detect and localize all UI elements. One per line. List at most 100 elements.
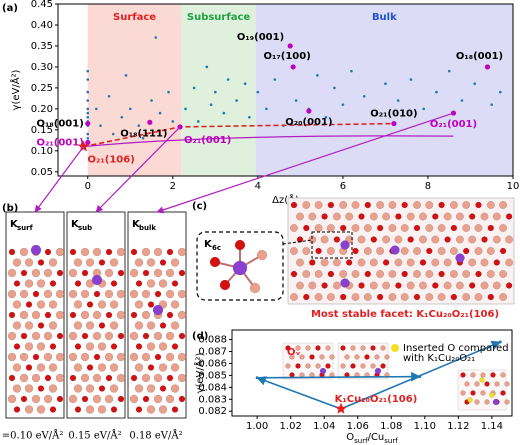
- atom: [431, 258, 440, 267]
- atom: [80, 310, 90, 320]
- atom: [147, 364, 155, 371]
- atom: [74, 406, 82, 413]
- atom: [177, 310, 187, 320]
- atom: [68, 289, 78, 299]
- atom: [302, 269, 311, 279]
- atom: [48, 321, 58, 330]
- atom: [351, 269, 360, 279]
- atom: [314, 200, 323, 210]
- atom: [370, 363, 376, 369]
- star-label: O₂₁(106): [88, 155, 135, 166]
- atom: [492, 212, 501, 221]
- data-point: [235, 99, 238, 102]
- atom: [24, 321, 34, 330]
- atom: [479, 377, 485, 383]
- atom: [129, 331, 139, 341]
- atom: [382, 259, 390, 266]
- atom: [159, 385, 167, 392]
- atom: [69, 374, 77, 382]
- atom: [141, 247, 151, 257]
- atom: [332, 281, 341, 290]
- legend-text: Inserted O compared: [403, 343, 509, 354]
- atom: [494, 381, 500, 387]
- atom: [48, 384, 58, 393]
- transition-arrow: [257, 371, 421, 382]
- atom: [390, 245, 400, 255]
- atom: [480, 372, 486, 378]
- atom: [165, 394, 175, 404]
- atom: [31, 268, 41, 278]
- atom: [134, 258, 144, 267]
- data-point: [294, 99, 298, 102]
- atom: [104, 331, 114, 341]
- panel-label: (b): [2, 203, 18, 214]
- subscript: sub: [78, 224, 92, 232]
- subscript: surf: [384, 437, 398, 445]
- atom: [309, 259, 316, 266]
- atom: [130, 311, 138, 319]
- atom: [351, 292, 360, 302]
- atom: [19, 352, 29, 362]
- atom: [134, 363, 144, 372]
- data-point: [375, 111, 379, 115]
- atom: [464, 381, 470, 387]
- atom: [443, 281, 452, 290]
- atom: [486, 246, 495, 256]
- atom: [487, 293, 495, 301]
- atom: [480, 281, 489, 290]
- highlight-label: O₁₈(111): [120, 128, 167, 139]
- x-tick-label: 4: [255, 181, 261, 192]
- atom: [37, 259, 45, 266]
- atom: [43, 394, 53, 404]
- atom: [97, 405, 107, 414]
- data-point: [158, 111, 162, 115]
- highlight-label: O₁₇(100): [264, 51, 311, 62]
- x-tick-label: 1.06: [347, 421, 369, 432]
- data-point: [205, 65, 209, 69]
- data-point: [460, 99, 464, 102]
- atom: [36, 363, 46, 372]
- atom: [490, 372, 496, 378]
- atom: [146, 321, 156, 330]
- atom: [345, 259, 353, 266]
- transition-arrow: [256, 376, 342, 410]
- data-point: [184, 107, 187, 111]
- atom: [357, 235, 366, 244]
- data-point: [86, 78, 90, 81]
- atom: [177, 352, 187, 362]
- slab-label: K: [71, 219, 80, 230]
- atom: [110, 406, 118, 413]
- atom: [135, 406, 143, 413]
- atom: [165, 352, 175, 362]
- atom: [74, 280, 82, 287]
- x-tick-label: 1.08: [380, 421, 402, 432]
- atom: [85, 405, 95, 414]
- atom: [418, 281, 428, 290]
- data-point: [209, 103, 213, 106]
- atom: [129, 394, 139, 404]
- data-point: [128, 107, 132, 111]
- data-point: [86, 115, 90, 119]
- atom: [505, 213, 513, 220]
- y-tick-label: 0.15: [31, 125, 53, 136]
- atom: [425, 269, 434, 279]
- atom: [299, 354, 305, 360]
- atom: [153, 331, 163, 341]
- atom: [80, 289, 90, 299]
- atom: [320, 258, 329, 267]
- atom: [166, 248, 174, 256]
- atom: [170, 321, 180, 330]
- atom: [97, 300, 107, 309]
- atom: [489, 392, 495, 398]
- atom: [25, 364, 33, 371]
- atom: [109, 300, 119, 309]
- legend-swatch: [391, 344, 399, 352]
- data-point: [396, 99, 400, 102]
- atom: [444, 236, 451, 243]
- atom: [326, 223, 335, 233]
- atom: [153, 373, 163, 383]
- atom: [504, 381, 510, 387]
- atom: [80, 373, 90, 383]
- atom: [289, 292, 299, 302]
- atom: [20, 269, 28, 277]
